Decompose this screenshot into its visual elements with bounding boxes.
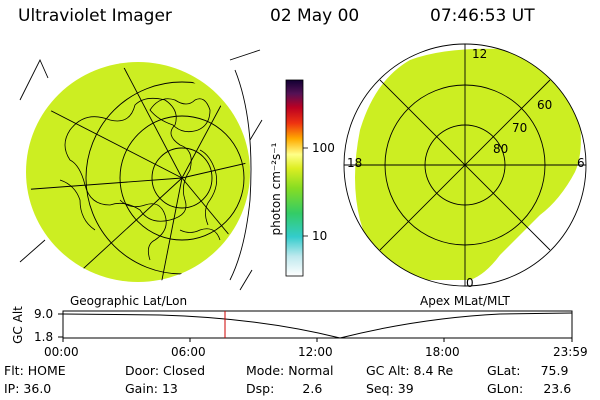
mlt-label-0: 0 [466, 276, 474, 290]
right-image-region [355, 48, 581, 280]
status-seq: Seq: 39 [366, 381, 414, 396]
mlt-label-12: 12 [472, 47, 488, 61]
mlt-label-18: 18 [347, 156, 363, 170]
status-flt: Flt: HOME [4, 363, 66, 378]
status-ip-label: IP: [4, 381, 20, 396]
status-glon: GLon: 23.6 [487, 381, 572, 396]
status-ip: IP: 36.0 [4, 381, 52, 396]
instrument-title: Ultraviolet Imager [18, 6, 172, 26]
status-mode: Mode: Normal [246, 363, 334, 378]
xtick-1800: 18:00 [425, 345, 460, 359]
color-bar [285, 79, 308, 277]
status-gain: Gain: 13 [125, 381, 178, 396]
status-dsp-value: 2.6 [302, 381, 323, 396]
status-door-label: Door: [125, 363, 160, 378]
status-glat-label: GLat: [487, 363, 521, 378]
status-glon-label: GLon: [487, 381, 524, 396]
status-gain-label: Gain: [125, 381, 158, 396]
colorbar-tick-10: 10 [312, 229, 328, 243]
time-text: 07:46:53 UT [430, 6, 535, 26]
xtick-2359: 23:59 [553, 345, 588, 359]
date-text: 02 May 00 [270, 6, 360, 26]
status-gcalt-value: 8.4 Re [413, 363, 454, 378]
xtick-0600: 06:00 [171, 345, 206, 359]
altitude-ytick-low: 1.8 [34, 330, 54, 344]
status-door-value: Closed [163, 363, 206, 378]
status-ip-value: 36.0 [23, 381, 52, 396]
colorbar-tick-100: 100 [312, 141, 335, 155]
geographic-map [19, 49, 263, 291]
magnetic-polar-plot [343, 43, 587, 287]
xtick-1200: 12:00 [298, 345, 333, 359]
status-gcalt: GC Alt: 8.4 Re [366, 363, 454, 378]
mlt-label-6: 6 [577, 156, 585, 170]
lat-label-70: 70 [512, 121, 528, 135]
altitude-curve [62, 312, 573, 339]
status-seq-label: Seq: [366, 381, 394, 396]
status-glat-value: 75.9 [540, 363, 569, 378]
status-gain-value: 13 [161, 381, 178, 396]
status-mode-value: Normal [288, 363, 334, 378]
status-flt-value: HOME [27, 363, 66, 378]
status-dsp: Dsp: 2.6 [246, 381, 323, 396]
status-gcalt-label: GC Alt: [366, 363, 410, 378]
right-panel-title: Apex MLat/MLT [420, 294, 510, 308]
status-mode-label: Mode: [246, 363, 285, 378]
lat-label-60: 60 [537, 98, 553, 112]
altitude-plot [58, 310, 573, 342]
altitude-ylabel: GC Alt [11, 306, 25, 344]
status-glon-value: 23.6 [543, 381, 572, 396]
status-glat: GLat: 75.9 [487, 363, 569, 378]
status-dsp-label: Dsp: [246, 381, 275, 396]
status-flt-label: Flt: [4, 363, 24, 378]
status-seq-value: 39 [397, 381, 414, 396]
left-panel-title: Geographic Lat/Lon [70, 294, 188, 308]
altitude-ytick-high: 9.0 [34, 307, 54, 321]
status-door: Door: Closed [125, 363, 206, 378]
lat-label-80: 80 [493, 142, 509, 156]
xtick-0000: 00:00 [44, 345, 79, 359]
colorbar-unit-label: photon cm⁻²s⁻¹ [269, 142, 283, 236]
